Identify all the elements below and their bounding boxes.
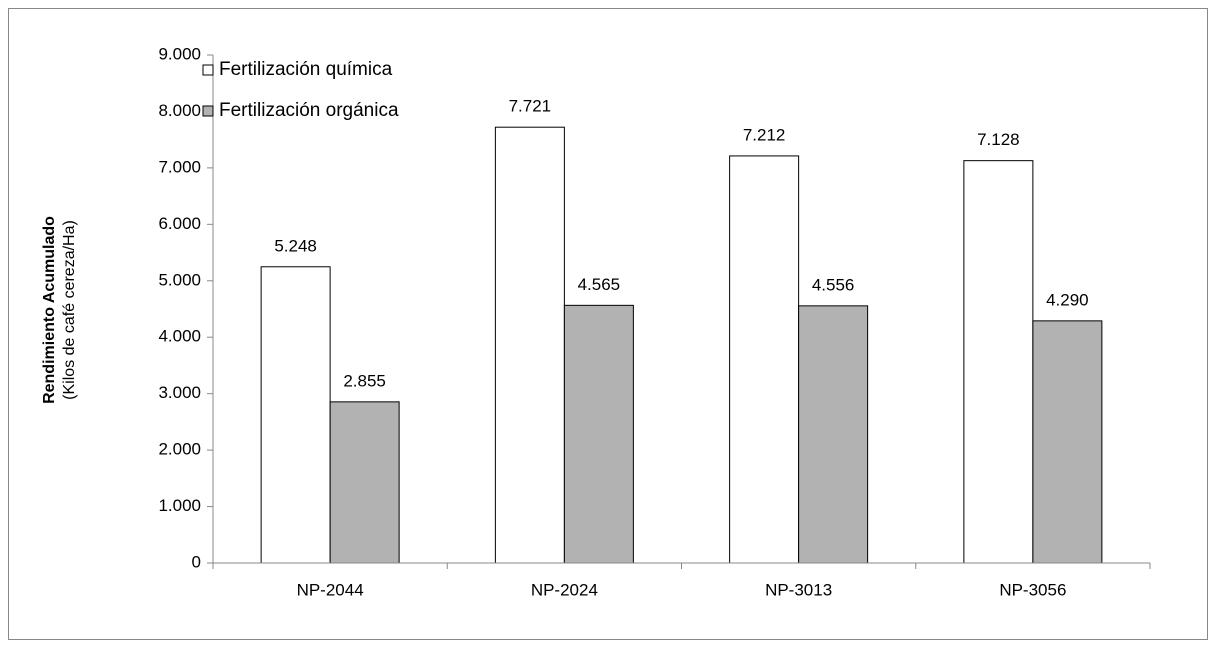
y-tick-label: 0	[192, 552, 201, 571]
y-tick-label: 5.000	[158, 270, 201, 289]
y-axis-unit: (Kilos de café cereza/Ha)	[61, 220, 78, 400]
data-label: 7.128	[977, 130, 1020, 149]
y-tick-label: 6.000	[158, 214, 201, 233]
data-label: 4.565	[578, 275, 621, 294]
legend-label: Fertilización química	[219, 59, 393, 80]
x-tick-label: NP-2044	[297, 580, 364, 599]
bar	[1032, 320, 1103, 564]
y-tick-label: 3.000	[158, 383, 201, 402]
data-label: 5.248	[274, 236, 317, 255]
y-tick-label: 7.000	[158, 157, 201, 176]
legend-swatch	[202, 64, 214, 76]
x-tick-label: NP-3056	[999, 580, 1066, 599]
bar	[798, 305, 869, 564]
y-tick-label: 2.000	[158, 440, 201, 459]
bar	[494, 126, 565, 564]
data-label: 7.721	[509, 97, 552, 116]
legend-swatch	[202, 105, 214, 117]
bar	[729, 155, 800, 564]
y-axis-title: Rendimiento Acumulado	[41, 216, 58, 404]
legend-label: Fertilización orgánica	[219, 100, 399, 121]
data-label: 7.212	[743, 125, 786, 144]
y-tick-label: 8.000	[158, 101, 201, 120]
x-tick-label: NP-3013	[765, 580, 832, 599]
data-label: 2.855	[343, 371, 386, 390]
data-label: 4.290	[1046, 290, 1089, 309]
y-tick-label: 4.000	[158, 327, 201, 346]
bar	[563, 304, 634, 564]
y-tick-label: 9.000	[158, 44, 201, 63]
bar	[963, 160, 1034, 564]
x-tick-label: NP-2024	[531, 580, 598, 599]
bar	[329, 401, 400, 564]
data-label: 4.556	[812, 275, 855, 294]
bar	[260, 266, 331, 564]
y-tick-label: 1.000	[158, 496, 201, 515]
